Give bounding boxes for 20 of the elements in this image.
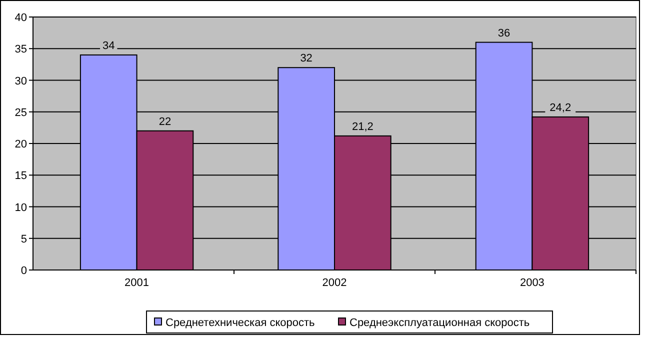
data-label: 21,2 bbox=[352, 120, 374, 133]
data-label: 24,2 bbox=[550, 102, 572, 114]
x-tick-label: 2002 bbox=[322, 277, 347, 289]
y-tick-label: 15 bbox=[14, 170, 27, 182]
x-tick-label: 2003 bbox=[520, 277, 544, 289]
y-tick-label: 10 bbox=[14, 202, 27, 214]
y-tick-label: 20 bbox=[14, 138, 27, 150]
data-label: 32 bbox=[300, 52, 312, 65]
legend-label: Среднетехническая скорость bbox=[166, 317, 316, 329]
y-tick-label: 30 bbox=[14, 75, 27, 88]
data-label: 34 bbox=[102, 40, 115, 52]
data-label: 36 bbox=[498, 27, 510, 40]
y-tick-label: 5 bbox=[20, 233, 27, 246]
data-label: 22 bbox=[158, 116, 172, 128]
y-tick-label: 0 bbox=[20, 265, 27, 277]
y-tick-label: 35 bbox=[14, 44, 27, 56]
y-tick-label: 40 bbox=[14, 12, 27, 24]
x-tick-label: 2001 bbox=[124, 277, 150, 289]
y-tick-label: 25 bbox=[14, 106, 27, 119]
legend-label: Среднеэксплуатационная скорость bbox=[350, 317, 530, 329]
